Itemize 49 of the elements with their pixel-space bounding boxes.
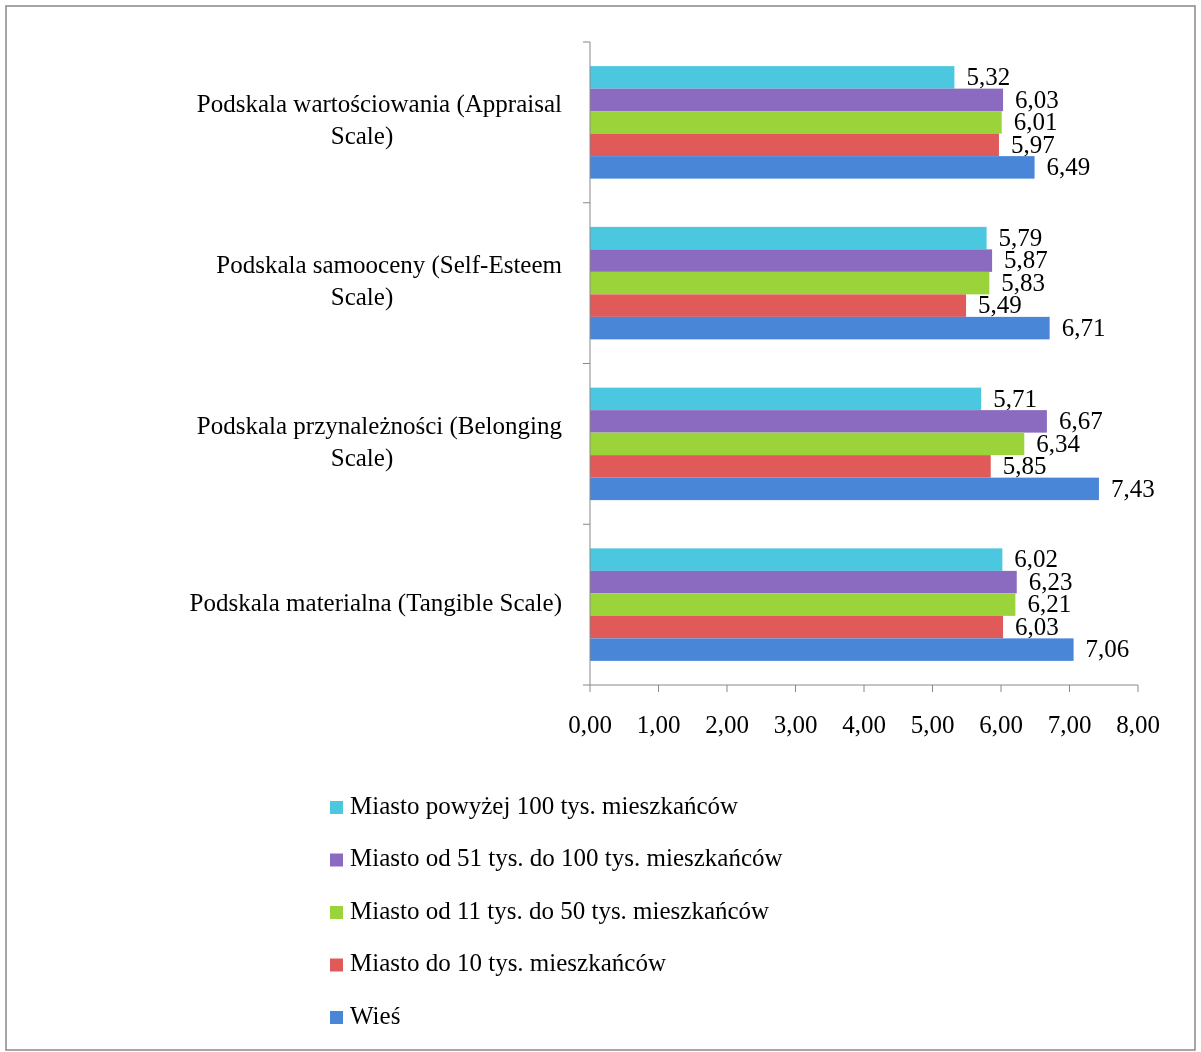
x-tick-label: 5,00	[910, 711, 955, 738]
legend-label: Miasto powyżej 100 tys. mieszkańców	[350, 791, 739, 819]
x-tick-label: 6,00	[979, 711, 1023, 738]
data-label: 7,06	[1085, 635, 1130, 663]
bar	[590, 455, 991, 478]
bar	[590, 615, 1004, 639]
data-label: 6,03	[1015, 85, 1059, 113]
data-label: 6,71	[1061, 313, 1106, 341]
bar	[590, 432, 1025, 456]
bar	[590, 271, 990, 295]
data-label: 5,85	[1002, 452, 1047, 480]
bar	[590, 249, 993, 272]
x-tick-label: 8,00	[1116, 711, 1160, 738]
legend-label: Wieś	[350, 1001, 401, 1029]
legend-label: Miasto do 10 tys. mieszkańców	[350, 949, 666, 977]
data-label: 7,43	[1110, 474, 1155, 502]
bar	[590, 477, 1099, 501]
bar	[590, 133, 999, 157]
bar	[590, 66, 955, 89]
bar	[590, 226, 987, 250]
y-tick-label: Podskala samooceny (Self-Esteem Scale)	[216, 250, 563, 311]
data-label: 5,79	[998, 223, 1043, 251]
y-tick-label: Podskala wartościowania (Appraisal Scale)	[196, 90, 563, 151]
bar	[590, 570, 1017, 594]
bar	[590, 294, 967, 317]
x-tick-label: 4,00	[842, 711, 886, 738]
x-tick-label: 0,00	[568, 711, 612, 738]
data-label: 5,71	[993, 384, 1037, 412]
data-label: 6,49	[1046, 153, 1091, 181]
bar	[590, 593, 1016, 616]
bar	[590, 88, 1004, 112]
x-tick-label: 2,00	[705, 711, 749, 738]
data-label: 5,32	[966, 63, 1011, 91]
bar	[590, 410, 1047, 433]
data-label: 6,67	[1058, 407, 1103, 435]
legend-label: Miasto od 51 tys. do 100 tys. mieszkańców	[350, 844, 783, 872]
bar	[590, 548, 1003, 571]
bar	[590, 316, 1050, 340]
bar	[590, 387, 982, 411]
bar	[590, 156, 1035, 179]
bar	[590, 638, 1074, 661]
y-tick-label: Podskala przynależności (Belonging Scale)	[196, 411, 563, 472]
legend-label: Miasto od 11 tys. do 50 tys. mieszkańców	[350, 896, 770, 924]
data-label: 6,02	[1014, 545, 1059, 573]
x-tick-label: 7,00	[1047, 711, 1092, 738]
x-tick-label: 3,00	[773, 711, 818, 738]
bar	[590, 111, 1002, 134]
y-tick-label: Podskala materialna (Tangible Scale)	[189, 588, 562, 617]
x-tick-label: 1,00	[636, 711, 681, 738]
